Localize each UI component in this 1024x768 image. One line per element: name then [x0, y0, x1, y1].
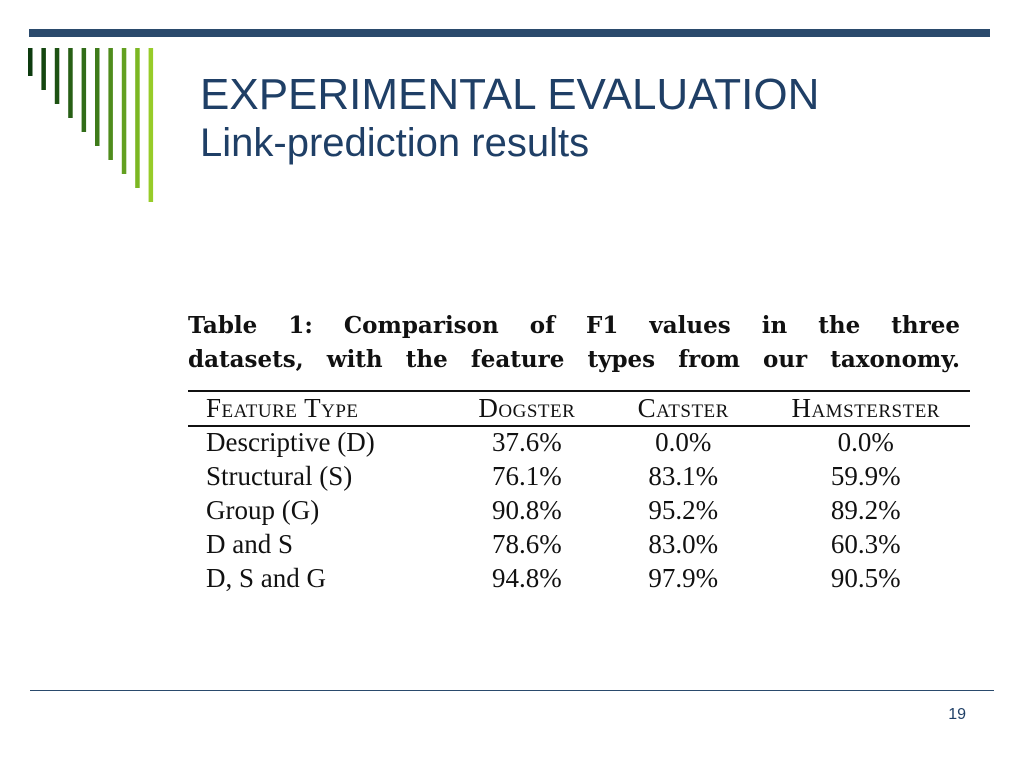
table-row: Structural (S) 76.1% 83.1% 59.9%	[188, 459, 970, 493]
cell-catster: 0.0%	[655, 426, 712, 457]
table-caption-line-1: Table 1: Comparison of F1 values in the …	[188, 312, 960, 339]
decorative-stripe	[135, 48, 140, 188]
bottom-rule	[30, 690, 994, 691]
row-label: Group (G)	[206, 494, 320, 525]
table-caption: Table 1: Comparison of F1 values in the …	[188, 309, 960, 377]
cell-hamsterster: 0.0%	[837, 426, 894, 457]
cell-dogster: 90.8%	[491, 494, 562, 525]
cell-hamsterster: 89.2%	[830, 494, 901, 525]
cell-dogster: 94.8%	[491, 562, 562, 593]
cell-dogster: 76.1%	[491, 460, 562, 491]
table-row: D and S 78.6% 83.0% 60.3%	[188, 527, 970, 561]
table-row: D, S and G 94.8% 97.9% 90.5%	[188, 561, 970, 595]
table-rule-header	[188, 425, 970, 427]
decorative-stripe	[148, 48, 154, 202]
decorative-stripe	[41, 48, 46, 90]
header-hamsterster: Hamsterster	[791, 392, 940, 423]
decorative-stripes	[28, 48, 154, 202]
cell-catster: 97.9%	[648, 562, 719, 593]
cell-dogster: 78.6%	[491, 528, 562, 559]
cell-hamsterster: 59.9%	[830, 460, 901, 491]
table-header-row: Feature Type Dogster Catster Hamsterster	[188, 391, 970, 425]
header-feature-type: Feature Type	[206, 392, 359, 423]
table-row: Group (G) 90.8% 95.2% 89.2%	[188, 493, 970, 527]
cell-catster: 83.0%	[648, 528, 719, 559]
cell-hamsterster: 60.3%	[830, 528, 901, 559]
title-block: EXPERIMENTAL EVALUATION Link-prediction …	[200, 70, 980, 166]
decorative-stripe	[95, 48, 100, 146]
slide-title: EXPERIMENTAL EVALUATION	[200, 70, 820, 119]
row-label: D and S	[206, 528, 293, 559]
decorative-stripe	[54, 48, 60, 104]
decorative-stripe	[81, 48, 87, 132]
decorative-stripe	[68, 48, 73, 118]
page-number: 19	[948, 706, 966, 723]
cell-dogster: 37.6%	[491, 426, 562, 457]
table-rule-top	[188, 390, 970, 392]
header-dogster: Dogster	[478, 392, 576, 423]
table-caption-line-2: datasets, with the feature types from ou…	[188, 346, 960, 373]
row-label: Descriptive (D)	[206, 426, 375, 457]
decorative-stripe	[108, 48, 113, 160]
top-rule	[29, 29, 990, 37]
decorative-stripe	[28, 48, 33, 76]
decorative-stripe	[121, 48, 127, 174]
row-label: D, S and G	[206, 562, 326, 593]
slide-subtitle: Link-prediction results	[200, 121, 590, 165]
table-row: Descriptive (D) 37.6% 0.0% 0.0%	[188, 425, 970, 459]
cell-catster: 83.1%	[648, 460, 719, 491]
cell-catster: 95.2%	[648, 494, 719, 525]
header-catster: Catster	[637, 392, 729, 423]
row-label: Structural (S)	[206, 460, 353, 491]
results-table: Feature Type Dogster Catster Hamsterster…	[188, 391, 970, 595]
cell-hamsterster: 90.5%	[830, 562, 901, 593]
